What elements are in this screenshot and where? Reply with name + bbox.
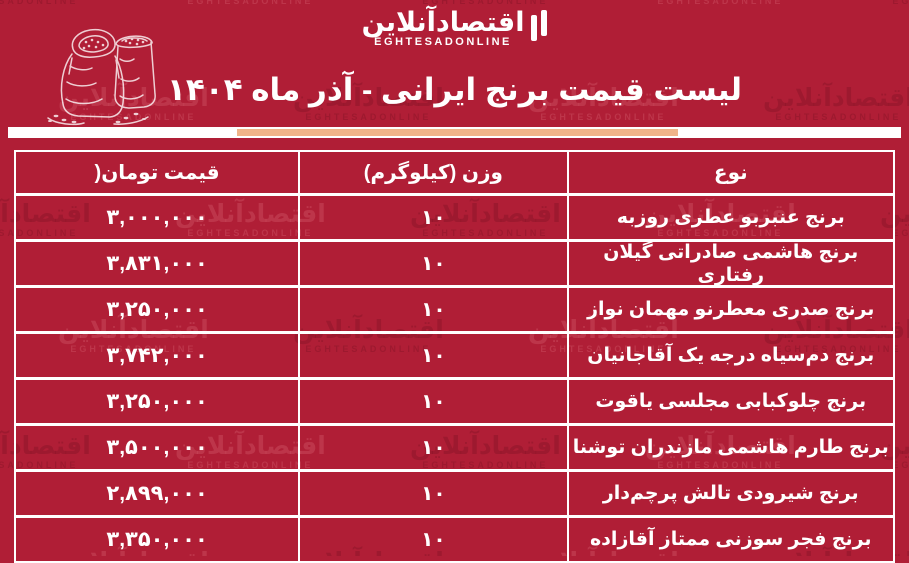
cell-price: ۳,۷۴۲,۰۰۰ [16,334,301,377]
cell-type: برنج شیرودی تالش پرچم‌دار [602,483,859,504]
logo-bars-icon [531,8,548,41]
brand-name-en: EGHTESADONLINE [374,35,512,48]
cell-weight: ۱۰ [300,288,569,331]
brand-name-fa: اقتصادآنلاین [361,7,525,37]
table-header-row: نوع وزن (کیلوگرم) قیمت تومان( [16,152,893,193]
cell-weight: ۱۰ [300,426,569,469]
cell-weight: ۱۰ [300,518,569,561]
cell-price: ۳,۵۰۰,۰۰۰ [16,426,301,469]
cell-weight: ۱۰ [300,472,569,515]
cell-type: برنج صدری معطرنو مهمان نواز [587,299,875,320]
rice-sacks-illustration [26,4,176,126]
cell-weight: ۱۰ [300,196,569,239]
cell-type: برنج هاشمی صادراتی گیلان رفتاری [603,242,859,285]
divider-bar [8,127,901,138]
table-row: برنج طارم هاشمی مازندران توشنا ۱۰ ۳,۵۰۰,… [16,423,893,469]
header-cell-type: نوع [713,162,748,184]
rice-sack-icon [47,28,156,126]
table-row: برنج عنبربو عطری روزبه ۱۰ ۳,۰۰۰,۰۰۰ [16,193,893,239]
table-row: برنج دم‌سیاه درجه یک آقاجانیان ۱۰ ۳,۷۴۲,… [16,331,893,377]
cell-type: برنج دم‌سیاه درجه یک آقاجانیان [587,345,875,366]
price-table: نوع وزن (کیلوگرم) قیمت تومان( برنج عنبرب… [14,150,895,563]
cell-price: ۳,۲۵۰,۰۰۰ [16,380,301,423]
cell-type: برنج چلوکبابی مجلسی یاقوت [595,391,867,412]
cell-weight: ۱۰ [300,334,569,377]
table-row: برنج هاشمی صادراتی گیلان رفتاری ۱۰ ۳,۸۳۱… [16,239,893,285]
cell-type: برنج فجر سوزنی ممتاز آقازاده [589,529,872,550]
cell-price: ۳,۲۵۰,۰۰۰ [16,288,301,331]
cell-price: ۳,۸۳۱,۰۰۰ [16,242,301,285]
divider-accent-bar [237,129,678,136]
eghtesadonline-logo: اقتصادآنلاین EGHTESADONLINE [361,7,548,48]
cell-price: ۳,۰۰۰,۰۰۰ [16,196,301,239]
table-row: برنج فجر سوزنی ممتاز آقازاده ۱۰ ۳,۳۵۰,۰۰… [16,515,893,561]
cell-weight: ۱۰ [300,380,569,423]
header-cell-price: قیمت تومان( [16,152,301,193]
page-title: لیست قیمت برنج ایرانی - آذر ماه ۱۴۰۴ [166,72,743,107]
cell-price: ۳,۳۵۰,۰۰۰ [16,518,301,561]
header-cell-weight: وزن (کیلوگرم) [300,152,569,193]
logo-text: اقتصادآنلاین EGHTESADONLINE [361,7,525,48]
cell-weight: ۱۰ [300,242,569,285]
table-row: برنج شیرودی تالش پرچم‌دار ۱۰ ۲,۸۹۹,۰۰۰ [16,469,893,515]
table-row: برنج صدری معطرنو مهمان نواز ۱۰ ۳,۲۵۰,۰۰۰ [16,285,893,331]
table-row: برنج چلوکبابی مجلسی یاقوت ۱۰ ۳,۲۵۰,۰۰۰ [16,377,893,423]
cell-price: ۲,۸۹۹,۰۰۰ [16,472,301,515]
cell-type: برنج عنبربو عطری روزبه [616,207,845,228]
cell-type: برنج طارم هاشمی مازندران توشنا [572,437,889,458]
